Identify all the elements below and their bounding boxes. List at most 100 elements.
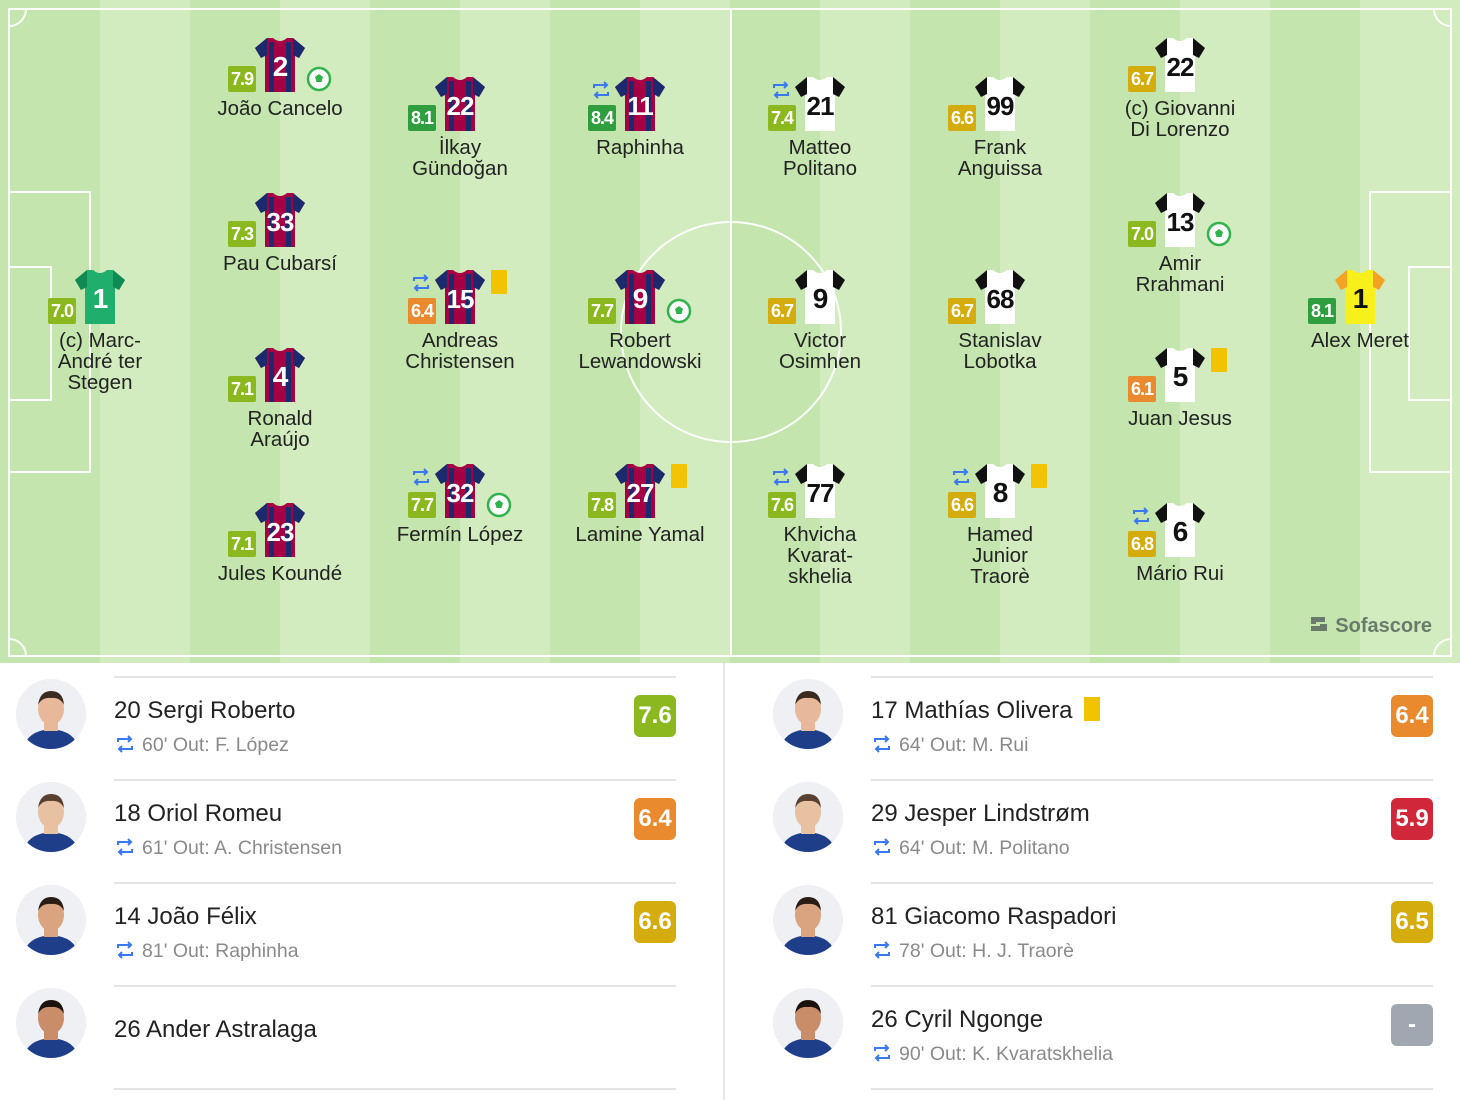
pitch-stripe bbox=[1270, 0, 1360, 663]
bench-divider bbox=[723, 663, 725, 1100]
bench-divider-line bbox=[871, 882, 1433, 884]
shirt-icon: 5 bbox=[1155, 346, 1205, 404]
svg-text:22: 22 bbox=[447, 91, 474, 121]
rating-badge: 7.4 bbox=[768, 105, 797, 131]
rating-badge: 8.4 bbox=[588, 105, 617, 131]
bench-row-home[interactable]: 20 Sergi Roberto 60' Out: F. López 7.6 bbox=[0, 663, 680, 781]
shirt-icon: 1 bbox=[75, 268, 125, 326]
bench-player-name: 26 Ander Astralaga bbox=[114, 1016, 317, 1043]
bench-divider-line bbox=[114, 985, 676, 987]
rating-badge: 6.4 bbox=[1391, 695, 1433, 737]
rating-badge: 7.1 bbox=[228, 376, 257, 402]
svg-text:99: 99 bbox=[987, 91, 1014, 121]
avatar bbox=[773, 679, 843, 749]
avatar bbox=[773, 782, 843, 852]
player-name: Juan Jesus bbox=[1128, 407, 1232, 430]
rating-badge: 8.1 bbox=[1308, 298, 1337, 324]
bench-divider-line bbox=[871, 985, 1433, 987]
shirt-icon: 99 bbox=[975, 75, 1025, 133]
bench-divider-line bbox=[871, 779, 1433, 781]
svg-text:77: 77 bbox=[807, 478, 834, 508]
svg-text:4: 4 bbox=[273, 361, 289, 392]
rating-badge: 6.4 bbox=[634, 798, 676, 840]
player-name: Frank Anguissa bbox=[957, 136, 1043, 180]
avatar bbox=[16, 988, 86, 1058]
rating-badge: 6.4 bbox=[408, 298, 437, 324]
yellow-card-icon bbox=[491, 270, 507, 294]
player-name: Victor Osimhen bbox=[778, 329, 862, 373]
svg-text:27: 27 bbox=[627, 478, 654, 508]
goal-icon bbox=[306, 66, 332, 92]
rating-badge: 6.8 bbox=[1128, 531, 1157, 557]
svg-text:68: 68 bbox=[987, 284, 1014, 314]
svg-text:23: 23 bbox=[267, 517, 294, 547]
rating-badge: 7.8 bbox=[588, 492, 617, 518]
player-name: Fermín López bbox=[396, 523, 524, 546]
substitution-icon bbox=[874, 735, 890, 753]
pitch: 1 7.0 (c) Marc-André ter Stegen 2 7.9 João Ca… bbox=[0, 0, 1460, 663]
player-name: Jules Koundé bbox=[217, 562, 343, 585]
bench-home: 20 Sergi Roberto 60' Out: F. López 7.6 18 O… bbox=[0, 663, 723, 1100]
bench-player-name: 81 Giacomo Raspadori bbox=[871, 903, 1117, 930]
player-name: Matteo Politano bbox=[782, 136, 858, 180]
substitution-icon bbox=[117, 838, 133, 856]
svg-text:9: 9 bbox=[813, 283, 828, 314]
player-name: Mário Rui bbox=[1136, 562, 1224, 585]
yellow-card-icon bbox=[1211, 348, 1227, 372]
shirt-icon: 6 bbox=[1155, 501, 1205, 559]
player-name: Pau Cubarsí bbox=[223, 252, 337, 275]
svg-text:6: 6 bbox=[1173, 516, 1188, 547]
substitution-info: 64' Out: M. Politano bbox=[871, 836, 1070, 860]
svg-text:1: 1 bbox=[1353, 283, 1368, 314]
substitution-icon bbox=[1130, 505, 1152, 527]
shirt-icon: 15 bbox=[435, 268, 485, 326]
bench-divider-line bbox=[871, 676, 1433, 678]
bench-divider-line bbox=[114, 676, 676, 678]
player-name: Robert Lewandowski bbox=[578, 329, 702, 373]
yellow-card-icon bbox=[1031, 464, 1047, 488]
avatar bbox=[773, 885, 843, 955]
rating-badge: 6.6 bbox=[948, 492, 977, 518]
player-name: Lamine Yamal bbox=[575, 523, 705, 546]
sofascore-logo-icon bbox=[1311, 617, 1328, 631]
shirt-icon: 11 bbox=[615, 75, 665, 133]
svg-text:13: 13 bbox=[1167, 207, 1194, 237]
bench-row-home[interactable]: 14 João Félix 81' Out: Raphinha 6.6 bbox=[0, 869, 680, 987]
goal-icon bbox=[666, 298, 692, 324]
substitution-icon bbox=[770, 466, 792, 488]
bench-divider-line bbox=[114, 882, 676, 884]
shirt-icon: 9 bbox=[615, 268, 665, 326]
shirt-icon: 27 bbox=[615, 462, 665, 520]
shirt-icon: 9 bbox=[795, 268, 845, 326]
rating-badge: 7.9 bbox=[228, 66, 257, 92]
substitution-info: 90' Out: K. Kvaratskhelia bbox=[871, 1042, 1113, 1066]
rating-badge: 7.6 bbox=[634, 695, 676, 737]
player-name: Andreas Christensen bbox=[405, 329, 515, 373]
substitution-icon bbox=[410, 272, 432, 294]
player-name: Hamed Junior Traorè bbox=[966, 523, 1034, 588]
player-name: Alex Meret bbox=[1311, 329, 1409, 352]
shirt-icon: 22 bbox=[435, 75, 485, 133]
svg-text:9: 9 bbox=[633, 283, 648, 314]
rating-badge: 7.1 bbox=[228, 531, 257, 557]
shirt-icon: 32 bbox=[435, 462, 485, 520]
player-name: Khvicha Kvarat-skhelia bbox=[783, 523, 857, 588]
bench-row-away[interactable]: 17 Mathías Olivera 64' Out: M. Rui 6.4 bbox=[757, 663, 1437, 781]
bench-row-home[interactable]: 18 Oriol Romeu 61' Out: A. Christensen 6.4 bbox=[0, 766, 680, 884]
substitution-info: 64' Out: M. Rui bbox=[871, 733, 1028, 757]
player-name: Stanislav Lobotka bbox=[958, 329, 1042, 373]
bench-row-away[interactable]: 29 Jesper Lindstrøm 64' Out: M. Politano 5… bbox=[757, 766, 1437, 884]
bench-player-name: 14 João Félix bbox=[114, 903, 257, 930]
player-name: İlkay Gündoğan bbox=[412, 136, 508, 180]
bench-row-away[interactable]: 26 Cyril Ngonge 90' Out: K. Kvaratskhelia… bbox=[757, 972, 1437, 1090]
shirt-icon: 1 bbox=[1335, 268, 1385, 326]
svg-text:5: 5 bbox=[1173, 361, 1188, 392]
bench-player-name: 26 Cyril Ngonge bbox=[871, 1006, 1044, 1033]
bench-row-away[interactable]: 81 Giacomo Raspadori 78' Out: H. J. Traor… bbox=[757, 869, 1437, 987]
sofascore-brand: Sofascore bbox=[1309, 614, 1432, 638]
bench-row-home[interactable]: 26 Ander Astralaga bbox=[0, 972, 680, 1090]
shirt-icon: 2 bbox=[255, 36, 305, 94]
substitution-info: 60' Out: F. López bbox=[114, 733, 289, 757]
avatar bbox=[16, 885, 86, 955]
shirt-icon: 23 bbox=[255, 501, 305, 559]
